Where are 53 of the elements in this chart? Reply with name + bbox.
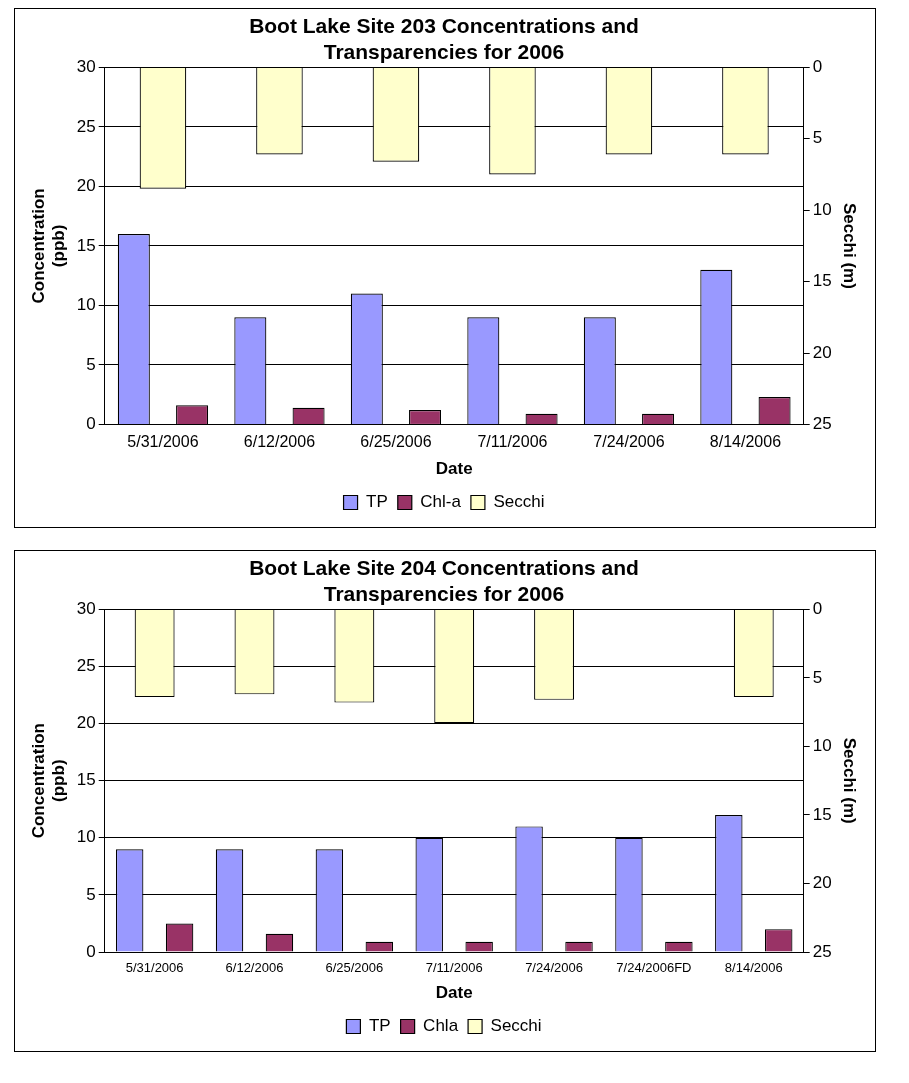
x-tick-label: 6/25/2006 (325, 960, 384, 976)
y-tick-label: 5 (86, 884, 96, 904)
legend-label: TP (366, 492, 388, 512)
y-tick-label: 25 (76, 116, 96, 136)
y-tick-label: 0 (86, 941, 96, 961)
x-tick-label: 6/12/2006 (225, 960, 284, 976)
legend-label: Secchi (493, 492, 545, 512)
x-tick-label: 7/24/2006FD (616, 960, 692, 976)
y-tick-label: 10 (76, 827, 96, 847)
x-tick-label: 6/12/2006 (243, 433, 316, 451)
y-tick-label: 30 (76, 57, 96, 77)
y-tick-label: 30 (76, 599, 96, 619)
x-tick-label: 7/11/2006 (477, 433, 548, 451)
x-axis-title: Date (435, 459, 473, 479)
y2-tick-label: 25 (812, 941, 832, 961)
y-tick-label: 20 (76, 176, 96, 196)
y-tick-label: 25 (76, 656, 96, 676)
y2-tick-label: 20 (812, 342, 832, 362)
y2-tick-label: 20 (812, 873, 832, 893)
y2-tick-label: 25 (812, 414, 832, 434)
legend-label: Chl-a (420, 492, 462, 512)
y2-axis-title: Secchi (m) (840, 202, 860, 289)
y-tick-label: 15 (76, 770, 96, 790)
x-tick-label: 8/14/2006 (709, 433, 782, 451)
x-tick-label: 8/14/2006 (724, 960, 783, 976)
y2-tick-label: 0 (812, 57, 823, 77)
y2-tick-label: 15 (812, 804, 832, 824)
x-tick-label: 7/24/2006 (593, 433, 665, 451)
y2-axis-title: Secchi (m) (840, 737, 860, 824)
chart-title: Boot Lake Site 203 Concentrations and Transparencies for 2006 (249, 14, 639, 63)
y-axis-title: Concentration (ppb) (28, 188, 69, 304)
x-tick-label: 7/24/2006 (525, 960, 583, 976)
y2-tick-label: 15 (812, 271, 832, 291)
legend-label: Chla (423, 1016, 459, 1036)
y2-tick-label: 0 (812, 599, 823, 619)
y-tick-label: 0 (86, 414, 96, 434)
y2-tick-label: 5 (812, 128, 823, 148)
y2-tick-label: 10 (812, 736, 832, 756)
y2-tick-label: 5 (812, 667, 823, 687)
y-tick-label: 20 (76, 713, 96, 733)
y-tick-label: 5 (86, 354, 96, 374)
legend-label: Secchi (490, 1016, 542, 1036)
x-tick-label: 5/31/2006 (127, 433, 199, 451)
chart-title: Boot Lake Site 204 Concentrations and Transparencies for 2006 (249, 556, 639, 605)
x-tick-label: 5/31/2006 (125, 960, 184, 976)
y-tick-label: 10 (76, 295, 96, 315)
y-axis-title: Concentration (ppb) (28, 723, 69, 839)
x-axis-title: Date (435, 983, 473, 1003)
x-tick-label: 6/25/2006 (360, 433, 432, 451)
y2-tick-label: 10 (812, 199, 832, 219)
x-tick-label: 7/11/2006 (425, 960, 483, 976)
y-tick-label: 15 (76, 235, 96, 255)
legend-label: TP (368, 1016, 391, 1036)
